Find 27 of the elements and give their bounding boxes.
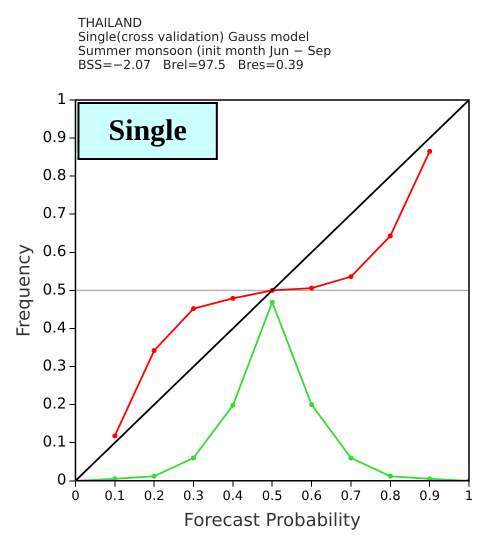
y-tick-label: 0.5 <box>42 280 66 298</box>
x-tick-label: 0.5 <box>262 488 283 504</box>
chart-subtitle: Single(cross validation) Gauss model Summer monsoon (init month Jun − Sep BSS=−2.07 Brel=97.5 Bres=0.39 <box>78 29 332 72</box>
x-tick-label: 0.2 <box>144 488 165 504</box>
annotation: Single <box>108 114 187 147</box>
x-tick-label: 0.9 <box>419 488 440 504</box>
x-tick-label: 0.3 <box>183 488 204 504</box>
y-tick-label: 0 <box>56 470 66 489</box>
y-tick-label: 0.2 <box>42 394 66 413</box>
y-axis-title: Frequency <box>13 244 34 337</box>
chart-title: THAILAND <box>78 15 144 30</box>
x-tick-label: 0.8 <box>380 488 401 504</box>
y-tick-label: 0.4 <box>42 318 66 336</box>
x-tick-label: 0 <box>71 488 80 504</box>
y-tick-label: 1 <box>56 90 66 108</box>
x-tick-label: 0.7 <box>340 488 362 504</box>
x-axis-title: Forecast Probability <box>184 510 362 531</box>
y-tick-label: 0.1 <box>42 432 66 451</box>
x-tick-label: 0.6 <box>301 488 322 504</box>
y-tick-label: 0.9 <box>42 128 66 146</box>
y-tick-label: 0.7 <box>42 204 66 222</box>
y-tick-label: 0.8 <box>42 166 66 184</box>
y-tick-label: 0.6 <box>42 242 66 260</box>
x-tick-label: 1 <box>464 488 474 504</box>
y-tick-label: 0.3 <box>42 356 66 374</box>
x-tick-label: 0.4 <box>222 488 244 504</box>
x-tick-label: 0.1 <box>104 488 126 504</box>
